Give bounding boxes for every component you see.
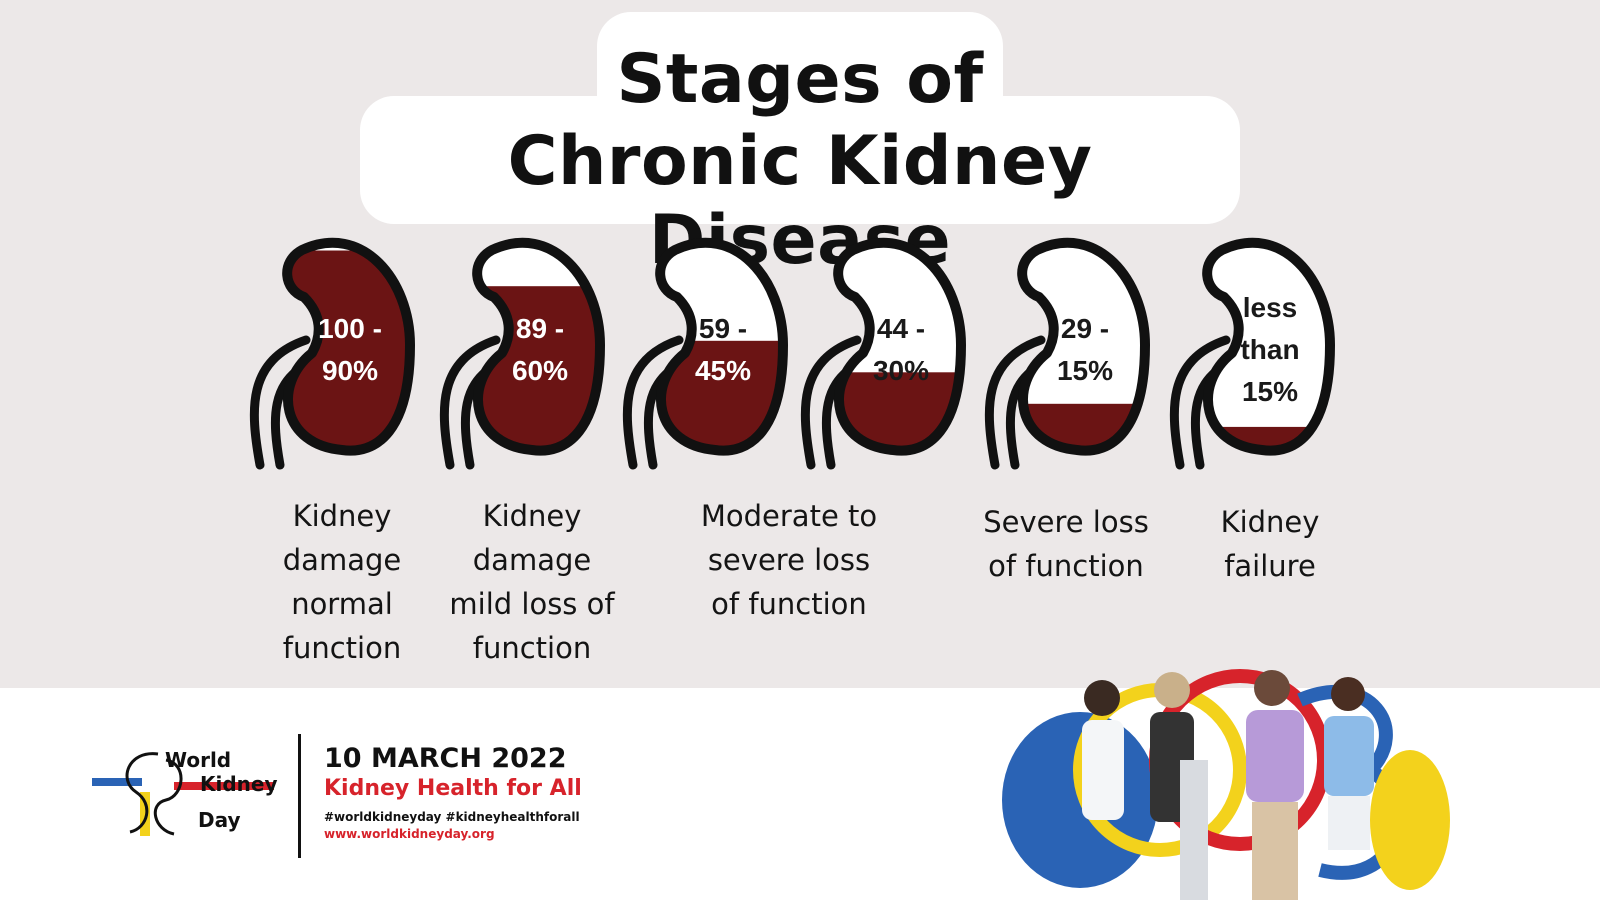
stage-label-4: Severe loss of function xyxy=(966,500,1166,588)
stage-label-line: Moderate to xyxy=(700,499,878,533)
stage-label-line: normal xyxy=(291,587,393,621)
event-date: 10 MARCH 2022 xyxy=(324,743,567,774)
stage-label-line: damage xyxy=(282,543,402,577)
stage-label-line: of function xyxy=(711,587,867,621)
kidney-outline xyxy=(282,237,415,456)
people-illustration xyxy=(1002,669,1450,900)
stage-label-line: function xyxy=(472,631,592,665)
kidney-stage-6: less than 15% xyxy=(1169,237,1335,470)
world-kidney-day-logo xyxy=(92,752,274,836)
stage-label-line: mild loss of xyxy=(449,587,615,621)
stage-label-line: Severe loss xyxy=(983,505,1149,539)
kidney-outline xyxy=(655,237,788,456)
stage-range-text: 15% xyxy=(1242,376,1298,407)
stage-range-text: 60% xyxy=(512,355,568,386)
kidney-outline xyxy=(472,237,605,456)
stage-range-text: 30% xyxy=(873,355,929,386)
kidney-body xyxy=(1207,242,1330,451)
stage-label-line: damage xyxy=(472,543,592,577)
stage-range-text: 90% xyxy=(322,355,378,386)
logo-word-day: Day xyxy=(198,808,241,832)
logo-word-world: World xyxy=(165,748,232,772)
stage-label-line: function xyxy=(282,631,402,665)
title-box-bottom xyxy=(360,96,1240,224)
stage-range-text: 15% xyxy=(1057,355,1113,386)
kidney-outline xyxy=(1017,237,1150,456)
stage-label-line: Kidney xyxy=(482,499,582,533)
stage-label-line: Kidney xyxy=(292,499,392,533)
stage-label-1: Kidney damage normal function xyxy=(257,494,427,670)
campaign-theme: Kidney Health for All xyxy=(324,776,582,801)
stage-range-text: 45% xyxy=(695,355,751,386)
stage-label-5: Kidney failure xyxy=(1185,500,1355,588)
stage-range-text: than xyxy=(1240,334,1299,365)
stage-label-line: failure xyxy=(1224,549,1316,583)
kidney-stage-3: 59 - 45% xyxy=(622,237,788,470)
stage-label-line: of function xyxy=(988,549,1144,583)
logo-word-kidney: Kidney xyxy=(200,772,278,796)
kidney-outline xyxy=(1202,237,1335,456)
stage-range-text: 59 - xyxy=(699,313,747,344)
stage-range-text: 44 - xyxy=(877,313,925,344)
footer-divider xyxy=(298,734,301,858)
kidney-stage-5: 29 - 15% xyxy=(984,237,1150,470)
kidney-stage-1: 100 - 90% xyxy=(249,237,415,470)
stage-range-text: less xyxy=(1243,292,1298,323)
kidney-stage-2: 89 - 60% xyxy=(439,237,605,470)
kidney-outline xyxy=(833,237,966,456)
stage-label-2: Kidney damage mild loss of function xyxy=(437,494,627,670)
website-link[interactable]: www.worldkidneyday.org xyxy=(324,827,495,841)
stage-label-line: Kidney xyxy=(1220,505,1320,539)
stage-range-text: 29 - xyxy=(1061,313,1109,344)
stage-range-text: 100 - xyxy=(318,313,382,344)
title-line-1: Stages of xyxy=(616,40,984,119)
stage-label-3: Moderate to severe loss of function xyxy=(669,494,909,626)
stage-range-text: 89 - xyxy=(516,313,564,344)
kidney-body xyxy=(1022,242,1145,451)
kidney-stage-4: 44 - 30% xyxy=(800,237,966,470)
stage-label-line: severe loss xyxy=(707,543,871,577)
hashtags: #worldkidneyday #kidneyhealthforall xyxy=(324,810,580,824)
